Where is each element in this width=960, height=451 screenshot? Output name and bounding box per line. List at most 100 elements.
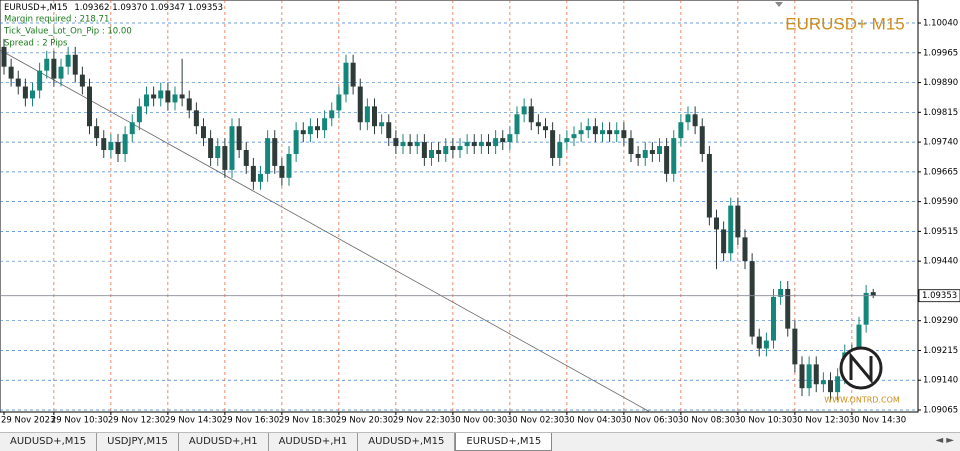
candle-body: [307, 126, 313, 135]
candle-body: [614, 130, 620, 135]
candle-body: [863, 292, 869, 325]
tab[interactable]: AUDUSD+,M15: [358, 433, 456, 451]
candle-body: [664, 146, 670, 174]
y-tick-label: 1.09740: [923, 138, 958, 148]
x-tick-label: 30 Nov 04:30: [564, 416, 621, 426]
tab[interactable]: AUDUSD+,H1: [179, 433, 269, 451]
x-tick-label: 30 Nov 12:30: [792, 416, 849, 426]
x-tick-label: 29 Nov 18:30: [279, 416, 336, 426]
candle-body: [30, 90, 35, 99]
candle-body: [165, 90, 171, 103]
candle-body: [550, 130, 556, 158]
y-tick-label: 1.10040: [923, 19, 958, 29]
candle-body: [763, 340, 769, 349]
logo-text: WWW.ONTRD.COM: [824, 396, 900, 405]
candle-body: [820, 380, 826, 385]
symbol: EURUSD+,M15 1.09362 1.09370 1.09347 1.09…: [4, 3, 223, 13]
candle-body: [507, 134, 513, 143]
candle-body: [44, 58, 50, 71]
candle-body: [642, 150, 648, 158]
candle-body: [300, 130, 306, 135]
candle-body: [144, 94, 149, 107]
candle-body: [222, 146, 228, 170]
candle-body: [87, 86, 92, 127]
quote: 1.09353: [188, 3, 223, 13]
candle-body: [179, 94, 185, 99]
candle-body: [635, 154, 641, 158]
info-line: Spread : 2 Pips: [4, 39, 68, 49]
candle-body: [464, 142, 470, 147]
x-tick-label: 30 Nov 08:30: [678, 416, 735, 426]
x-tick-label: 29 Nov 14:30: [165, 416, 222, 426]
candle-body: [706, 154, 712, 218]
candle-body: [58, 66, 64, 79]
candle-body: [265, 138, 271, 174]
candle-body: [279, 165, 285, 178]
candle-body: [350, 62, 356, 87]
candle-body: [65, 54, 71, 67]
x-tick-label: 30 Nov 14:30: [849, 416, 906, 426]
candle-body: [471, 142, 477, 147]
candle-body: [692, 114, 698, 127]
candle-body: [714, 217, 719, 230]
candle-body: [699, 126, 705, 155]
symbol-name: EURUSD+,M15: [4, 3, 68, 13]
candle-body: [414, 142, 420, 147]
candle-body: [771, 296, 776, 341]
tab[interactable]: EURUSD+,M15: [455, 433, 553, 451]
candle-body: [357, 86, 363, 123]
candle-body: [364, 106, 370, 123]
candle-body: [129, 122, 135, 135]
candle-body: [293, 130, 299, 155]
y-tick-label: 1.09590: [923, 197, 958, 207]
candle-body: [735, 205, 741, 238]
candle-body: [79, 74, 85, 87]
y-tick-label: 1.09215: [923, 346, 958, 356]
candle-body: [749, 261, 755, 337]
candle-body: [250, 165, 256, 182]
x-tick-label: 29 Nov 2023: [1, 416, 55, 426]
tab-nav[interactable]: ◄ ►: [935, 435, 954, 446]
price-label: 1.09353: [922, 291, 957, 301]
candle-body: [400, 142, 406, 147]
tab[interactable]: USDJPY,M15: [97, 433, 179, 451]
y-tick-label: 1.09665: [923, 167, 958, 177]
candle-body: [478, 142, 484, 147]
candle-body: [379, 122, 385, 127]
candle-body: [756, 336, 762, 349]
candle-body: [721, 229, 727, 254]
candle-body: [742, 237, 748, 262]
candle-body: [585, 126, 591, 131]
tab[interactable]: AUDUSD+,M15: [0, 433, 98, 451]
candle-body: [243, 150, 249, 166]
candle-body: [870, 292, 876, 296]
candle-body: [8, 66, 14, 79]
x-tick-label: 30 Nov 10:30: [735, 416, 792, 426]
candle-body: [372, 106, 377, 127]
candle-body: [806, 364, 812, 389]
marker: [775, 2, 783, 7]
candle-body: [728, 205, 734, 254]
trend-line: [0, 49, 651, 413]
candle-body: [421, 142, 427, 158]
candle-body: [592, 126, 598, 135]
x-tick-label: 29 Nov 20:30: [336, 416, 393, 426]
y-tick-label: 1.09890: [923, 78, 958, 88]
y-tick-label: 1.09440: [923, 257, 958, 267]
candle-body: [208, 138, 214, 158]
x-tick-label: 29 Nov 16:30: [222, 416, 279, 426]
candle-body: [172, 94, 178, 103]
candle-body: [94, 126, 100, 139]
candle-body: [101, 138, 107, 151]
x-tick-label: 30 Nov 02:30: [507, 416, 564, 426]
candle-body: [564, 138, 570, 143]
candle-body: [607, 130, 613, 135]
tab[interactable]: AUDUSD+,H1: [269, 433, 359, 451]
candle-body: [521, 106, 527, 115]
x-tick-label: 30 Nov 00:30: [450, 416, 507, 426]
candle-body: [115, 142, 121, 155]
candle-body: [785, 288, 791, 329]
candle-body: [343, 62, 349, 95]
candle-body: [543, 126, 548, 131]
